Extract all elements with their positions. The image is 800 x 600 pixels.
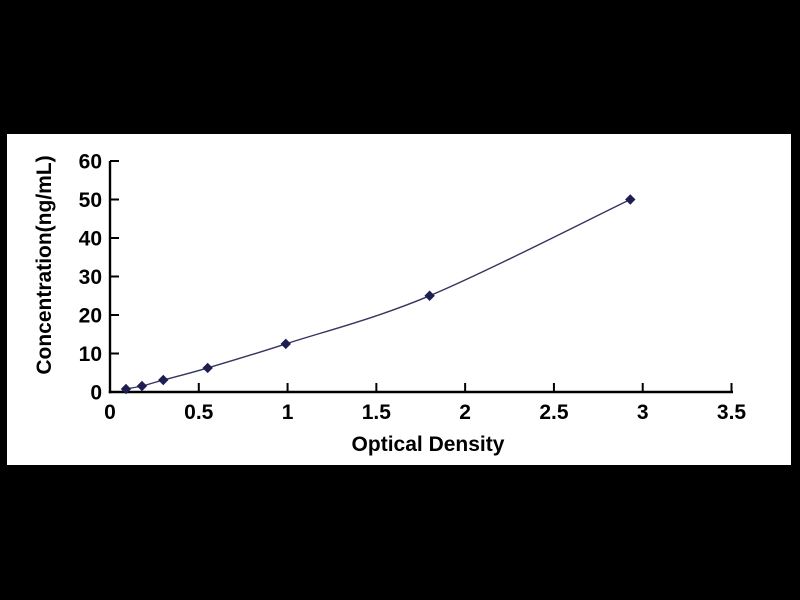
y-tick-label: 30 xyxy=(79,266,102,289)
x-tick-label: 3 xyxy=(637,401,649,424)
y-tick-label: 10 xyxy=(79,343,102,366)
y-tick-label: 20 xyxy=(79,305,102,328)
y-tick-label: 60 xyxy=(79,151,102,174)
data-point-marker xyxy=(158,374,169,386)
data-point-marker xyxy=(136,380,148,392)
x-tick-label: 3.5 xyxy=(717,401,747,424)
y-tick-label: 50 xyxy=(79,189,102,212)
data-point-marker xyxy=(424,290,435,301)
x-tick-label: 1.5 xyxy=(362,401,392,424)
x-tick-label: 2 xyxy=(459,401,471,424)
x-tick-label: 0.5 xyxy=(184,401,214,424)
data-point-marker xyxy=(202,362,213,374)
y-tick-label: 40 xyxy=(79,228,102,251)
x-axis-title: Optical Density xyxy=(351,433,505,456)
data-point-marker xyxy=(120,383,132,395)
x-tick-label: 0 xyxy=(104,401,116,424)
x-tick-label: 1 xyxy=(282,401,294,424)
data-point-marker xyxy=(625,194,636,205)
chart-panel xyxy=(4,131,794,468)
y-tick-label: 0 xyxy=(90,382,102,405)
y-axis-title: Concentration(ng/mL) xyxy=(33,155,56,375)
x-tick-label: 2.5 xyxy=(539,401,569,424)
standard-curve-line xyxy=(125,198,631,390)
data-point-marker xyxy=(280,338,291,350)
